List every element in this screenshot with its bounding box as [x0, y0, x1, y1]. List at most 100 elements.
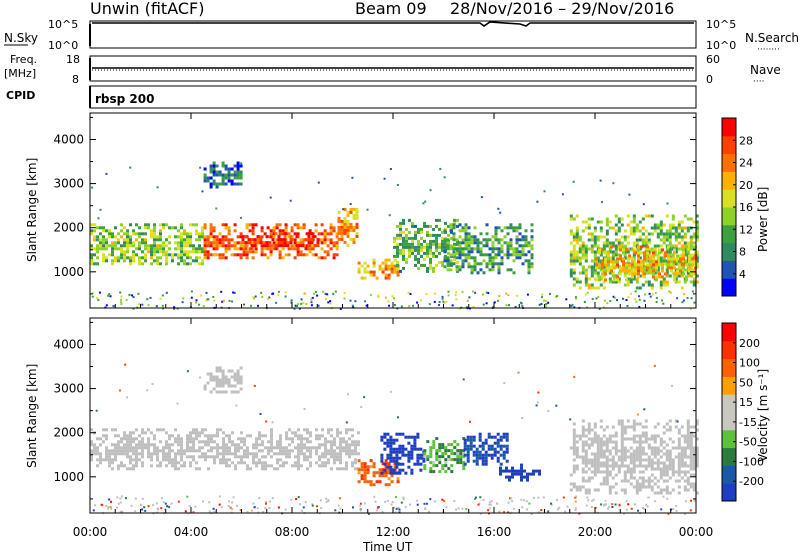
echo-cell	[463, 444, 467, 448]
echo-cell	[156, 458, 159, 462]
echo-cell	[258, 497, 261, 499]
echo-cell	[680, 425, 684, 429]
echo-cell	[591, 499, 594, 502]
echo-cell	[351, 440, 354, 444]
echo-cell	[626, 283, 630, 287]
echo-cell	[351, 304, 354, 307]
echo-cell	[572, 235, 576, 239]
echo-cell	[402, 242, 405, 246]
echo-cell	[96, 250, 99, 254]
echo-cell	[327, 440, 330, 444]
echo-cell	[518, 244, 522, 248]
echo-cell	[96, 256, 99, 260]
echo-cell	[683, 214, 687, 218]
echo-cell	[295, 235, 299, 239]
echo-cell	[599, 277, 603, 281]
echo-cell	[520, 463, 523, 467]
echo-cell	[578, 485, 582, 489]
echo-cell	[595, 257, 598, 261]
echo-cell	[668, 461, 672, 465]
echo-cell	[302, 506, 305, 509]
echo-cell	[402, 498, 405, 500]
echo-cell	[692, 220, 696, 224]
echo-cell	[195, 229, 198, 233]
echo-cell	[261, 461, 264, 465]
echo-cell	[503, 382, 506, 384]
echo-cell	[644, 458, 648, 462]
echo-cell	[390, 270, 394, 274]
echo-cell	[682, 272, 685, 276]
echo-cell	[321, 461, 324, 465]
echo-cell	[212, 387, 216, 391]
echo-cell	[610, 269, 613, 273]
echo-cell	[632, 422, 636, 426]
echo-cell	[686, 229, 690, 233]
echo-cell	[632, 434, 636, 438]
echo-cell	[153, 452, 156, 456]
echo-cell	[318, 464, 321, 468]
echo-cell	[695, 449, 699, 453]
echo-cell	[360, 406, 363, 409]
echo-cell	[345, 464, 348, 468]
echo-cell	[236, 235, 240, 239]
echo-cell	[287, 232, 291, 236]
echo-cell	[575, 297, 578, 300]
echo-cell	[626, 277, 630, 281]
echo-cell	[119, 389, 121, 392]
echo-cell	[626, 419, 630, 423]
echo-cell	[147, 505, 150, 508]
echo-cell	[351, 452, 354, 456]
echo-cell	[584, 274, 588, 278]
echo-cell	[581, 265, 585, 269]
xtick-label: 08:00	[275, 525, 310, 539]
echo-cell	[644, 229, 648, 233]
echo-cell	[270, 464, 273, 468]
echo-cell	[635, 280, 639, 284]
echo-cell	[593, 271, 597, 275]
echo-cell	[464, 256, 468, 260]
echo-cell	[306, 431, 309, 435]
echo-cell	[252, 296, 255, 299]
echo-cell	[586, 291, 589, 294]
echo-cell	[629, 482, 633, 486]
echo-cell	[265, 244, 269, 248]
echo-cell	[429, 260, 432, 264]
echo-cell	[692, 467, 696, 471]
echo-cell	[680, 235, 684, 239]
echo-cell	[180, 250, 183, 254]
echo-cell	[287, 247, 291, 251]
echo-cell	[599, 220, 603, 224]
echo-cell	[426, 248, 429, 252]
echo-cell	[389, 447, 393, 451]
echo-cell	[688, 257, 691, 261]
echo-cell	[135, 443, 138, 447]
echo-cell	[204, 458, 207, 462]
echo-cell	[637, 248, 640, 252]
echo-cell	[626, 235, 630, 239]
echo-cell	[231, 461, 234, 465]
echo-cell	[593, 488, 597, 492]
echo-cell	[498, 295, 501, 297]
echo-cell	[664, 254, 667, 258]
echo-cell	[653, 226, 657, 230]
echo-cell	[466, 450, 470, 454]
echo-cell	[695, 446, 699, 450]
echo-cell	[355, 207, 359, 211]
echo-cell	[680, 226, 684, 230]
echo-cell	[198, 238, 201, 242]
echo-cell	[271, 238, 275, 242]
echo-cell	[572, 262, 576, 266]
echo-cell	[441, 236, 444, 240]
echo-cell	[192, 428, 195, 432]
echo-cell	[458, 256, 462, 260]
echo-cell	[464, 241, 468, 245]
echo-cell	[590, 461, 594, 465]
echo-cell	[625, 508, 628, 511]
echo-cell	[614, 238, 618, 242]
echo-cell	[641, 425, 645, 429]
echo-cell	[608, 458, 612, 462]
echo-cell	[623, 235, 627, 239]
echo-cell	[215, 238, 219, 242]
echo-cell	[389, 465, 393, 469]
echo-cell	[324, 449, 327, 453]
